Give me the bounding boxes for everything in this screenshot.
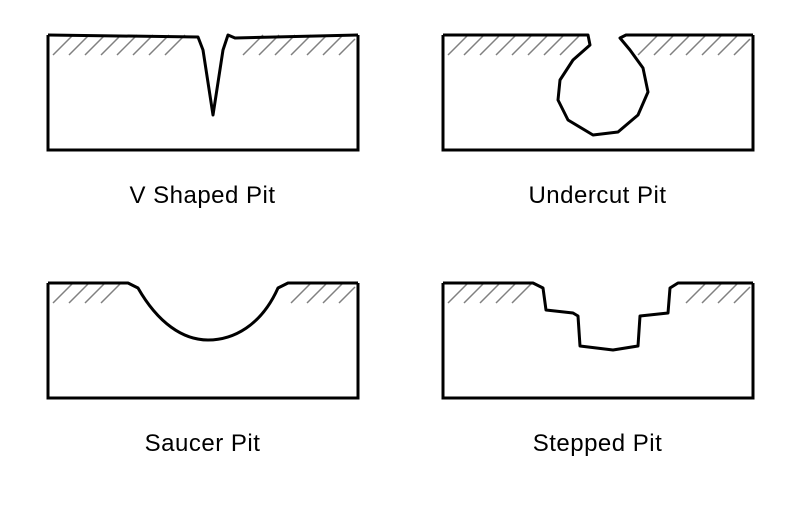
hatch-group [448, 35, 750, 55]
label-saucer: Saucer Pit [145, 430, 261, 458]
label-undercut: Undercut Pit [528, 182, 666, 210]
cell-saucer: Saucer Pit [30, 268, 375, 496]
pit-diagram-grid: V Shaped Pit Und [0, 0, 800, 525]
stepped-pit-diagram [438, 268, 758, 418]
block-sides [443, 35, 753, 150]
label-v-shaped: V Shaped Pit [129, 182, 275, 210]
label-stepped: Stepped Pit [533, 430, 663, 458]
v-shaped-pit-diagram [43, 20, 363, 170]
cell-stepped: Stepped Pit [425, 268, 770, 496]
pit-outline [48, 35, 358, 115]
block-sides [443, 283, 753, 398]
hatch-group [53, 283, 355, 303]
saucer-pit-diagram [43, 268, 363, 418]
cell-undercut: Undercut Pit [425, 20, 770, 248]
undercut-pit-diagram [438, 20, 758, 170]
pit-outline [48, 283, 358, 340]
hatch-group [448, 283, 750, 303]
cell-v-shaped: V Shaped Pit [30, 20, 375, 248]
